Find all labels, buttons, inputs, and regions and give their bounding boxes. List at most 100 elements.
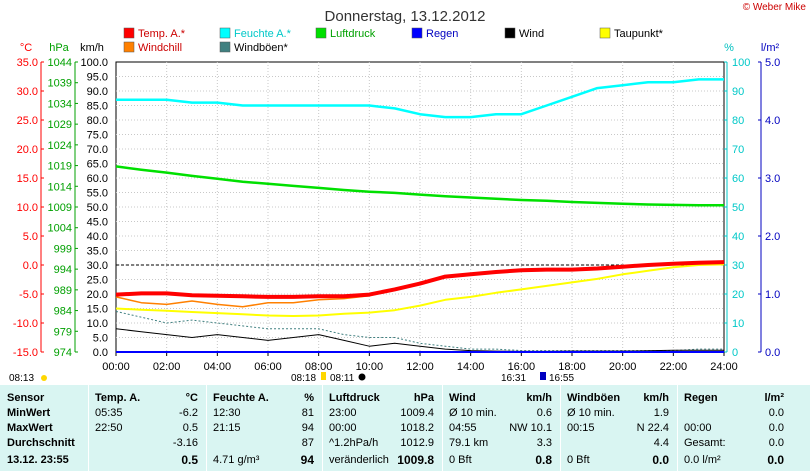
x-tick-label: 08:00 (305, 361, 333, 373)
chart-legend: Temp. A.* Feuchte A.* Luftdruck Regen Wind Ta… (123, 27, 664, 54)
stats-cell-value: 0.0 (768, 437, 784, 449)
stats-cell-label: 00:00 (329, 422, 357, 434)
stats-cell-value: 0.0 (652, 453, 669, 467)
temp-axis-tick: 5.0 (23, 231, 38, 243)
x-tick-label: 20:00 (609, 361, 637, 373)
stats-cell-value: 0.6 (536, 407, 552, 419)
stats-cell-value: 0.0 (768, 422, 784, 434)
series-line-luftdruck (115, 165, 724, 207)
x-tick-label: 00:00 (102, 361, 130, 373)
stats-cell-value: 0.5 (181, 453, 198, 467)
temp-axis-tick: -15.0 (13, 347, 38, 359)
wind-axis-tick: 90.0 (87, 86, 108, 98)
legend-label-0: Temp. A.* (138, 28, 186, 40)
wind-axis-tick: 45.0 (87, 217, 108, 229)
stats-col-temp: Temp. A. °C 05:35 -6.2 22:50 0.5 -3.16 0.5 (88, 385, 206, 471)
humidity-axis-tick: 100 (732, 57, 750, 69)
stats-cell-label: 12:30 (213, 407, 241, 419)
stats-header-temp: Temp. A. (95, 392, 141, 404)
wind-unit-label: km/h (80, 42, 104, 54)
row-label-current: 13.12. 23:55 (7, 454, 69, 466)
stats-cell-value: 87 (301, 437, 314, 449)
temp-axis-tick: -10.0 (13, 318, 38, 330)
pressure-axis-tick: 979 (54, 326, 72, 338)
wind-axis-tick: 35.0 (87, 246, 108, 258)
rain-axis-tick: 1.0 (765, 289, 780, 301)
row-label-avg: Durchschnitt (7, 437, 75, 449)
legend-swatch-5 (599, 27, 611, 39)
rain-axis-tick: 0.0 (765, 347, 780, 359)
stats-cell-value: 94 (300, 453, 314, 467)
stats-col-windboeen: Windböen km/h Ø 10 min. 1.9 00:15 N 22.4 4.4 0 … (560, 385, 677, 471)
legend-swatch-2 (315, 27, 327, 39)
sunrise-icon (41, 375, 47, 381)
pressure-axis-tick: 1034 (48, 98, 72, 110)
chart-grid (115, 61, 725, 353)
wind-axis-tick: 85.0 (87, 101, 108, 113)
moon-time-3: 16:55 (549, 373, 574, 384)
pressure-axis-tick: 1014 (48, 181, 72, 193)
stats-col-luftdruck: Luftdruck hPa 23:00 1009.4 00:00 1018.2 ^1.2hP… (322, 385, 442, 471)
wind-axis-tick: 15.0 (87, 304, 108, 316)
y-axes: 35.0 30.0 25.0 20.0 15.0 10.0 5.0 0.0 -5.0 -10.0 -… (13, 57, 780, 359)
wind-axis-tick: 95.0 (87, 72, 108, 84)
wind-axis-tick: 5.0 (93, 333, 108, 345)
temp-axis-tick: -5.0 (19, 289, 38, 301)
stats-cell-value: N 22.4 (636, 422, 669, 434)
wind-axis-tick: 30.0 (87, 260, 108, 272)
rain-axis-tick: 3.0 (765, 173, 780, 185)
pressure-axis-tick: 1024 (48, 140, 72, 152)
stats-cell-value: 94 (301, 422, 314, 434)
humidity-axis-tick: 30 (732, 260, 744, 272)
stats-col-regen: Regen l/m² 0.0 00:00 0.0 Gesamt: 0.0 0.0 l/m² 0.… (677, 385, 792, 471)
humidity-axis-tick: 70 (732, 144, 744, 156)
stats-row-labels: Sensor MinWert MaxWert Durchschnitt 13.1… (0, 385, 88, 471)
stats-cell-value: 1.9 (653, 407, 669, 419)
stats-cell-value: 0.5 (182, 422, 198, 434)
legend-label-6: Windchill (138, 42, 182, 54)
stats-cell-label: 00:00 (684, 422, 712, 434)
stats-header-windboeen: Windböen (567, 392, 621, 404)
series-line-tempa (115, 260, 725, 299)
humidity-axis-tick: 40 (732, 231, 744, 243)
x-tick-label: 14:00 (457, 361, 485, 373)
row-label-max: MaxWert (7, 422, 53, 434)
chart-title: Donnerstag, 13.12.2012 (325, 8, 486, 25)
legend-swatch-4 (504, 27, 516, 39)
stats-unit-wind: km/h (526, 392, 552, 404)
copyright-text[interactable]: © Weber Mike (743, 2, 807, 13)
sun-moon-markers: 08:13 08:18 08:11 16:31 16:55 (9, 372, 574, 384)
humidity-axis-tick: 60 (732, 173, 744, 185)
x-tick-label: 18:00 (558, 361, 586, 373)
stats-cell-value: 1009.8 (397, 453, 434, 467)
humidity-unit-label: % (724, 42, 734, 54)
legend-label-7: Windböen* (234, 42, 289, 54)
weather-chart: Donnerstag, 13.12.2012 © Weber Mike Temp… (9, 2, 807, 384)
axis-units: °C hPa km/h % l/m² (20, 42, 780, 54)
humidity-axis-tick: 50 (732, 202, 744, 214)
wind-axis-tick: 100.0 (80, 57, 108, 69)
x-tick-label: 24:00 (710, 361, 738, 373)
stats-cell-value: 3.3 (536, 437, 552, 449)
wind-axis-tick: 65.0 (87, 159, 108, 171)
pressure-axis-tick: 1009 (48, 202, 72, 214)
stats-cell-label: 00:15 (567, 422, 595, 434)
moon-icon-1 (321, 372, 326, 380)
statistics-table: Sensor MinWert MaxWert Durchschnitt 13.1… (0, 385, 810, 471)
moon-icon-2 (358, 373, 366, 381)
pressure-axis-tick: 1044 (48, 57, 72, 69)
x-tick-label: 06:00 (254, 361, 282, 373)
moon-time-2: 08:11 (330, 373, 355, 384)
stats-cell-label: Ø 10 min. (567, 407, 615, 419)
pressure-axis-tick: 999 (54, 243, 72, 255)
legend-label-2: Luftdruck (330, 28, 376, 40)
stats-unit-regen: l/m² (764, 392, 784, 404)
wind-axis-tick: 75.0 (87, 130, 108, 142)
legend-label-1: Feuchte A.* (234, 28, 292, 40)
moon-icon-3 (540, 372, 546, 380)
x-tick-label: 12:00 (406, 361, 434, 373)
wind-axis-tick: 60.0 (87, 173, 108, 185)
stats-cell-label: 22:50 (95, 422, 123, 434)
pressure-unit-label: hPa (49, 42, 69, 54)
x-tick-label: 02:00 (153, 361, 181, 373)
